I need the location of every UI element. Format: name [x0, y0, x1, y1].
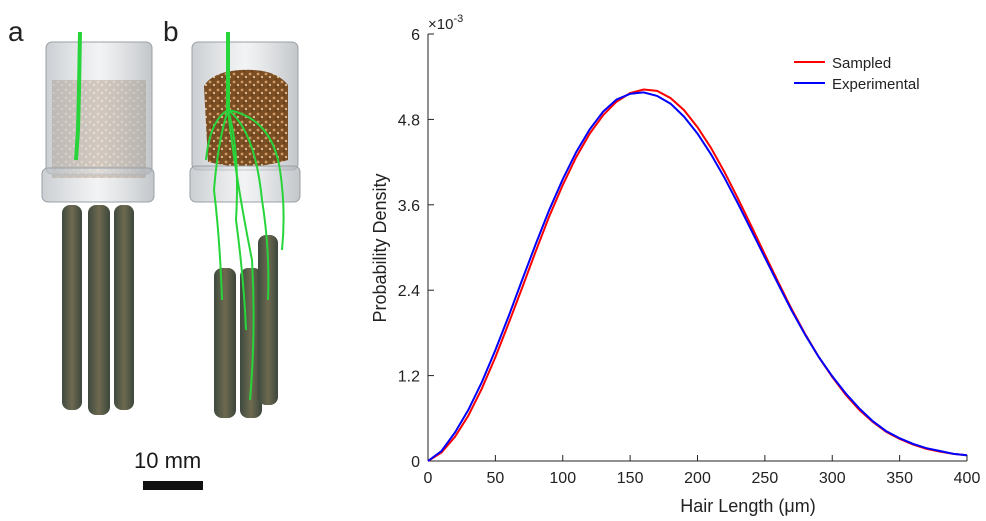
- legend-label-sampled: Sampled: [832, 55, 891, 72]
- chart-legend: Sampled Experimental: [794, 55, 920, 93]
- tube-b3: [258, 235, 278, 405]
- x-tick-label: 50: [486, 470, 504, 487]
- scale-bar-label: 10 mm: [134, 448, 202, 473]
- y-exponent-base: ×10: [428, 16, 453, 33]
- x-tick-label: 400: [954, 470, 981, 487]
- root-system-b: [205, 32, 285, 401]
- specimen-a: [41, 31, 155, 415]
- x-tick-label: 250: [752, 470, 779, 487]
- y-tick-label: 3.6: [398, 198, 420, 215]
- y-axis-label: Probability Density: [370, 173, 390, 322]
- y-tick-label: 1.2: [398, 369, 420, 386]
- series-line-experimental: [427, 91, 968, 462]
- y-tick-label: 6: [411, 27, 420, 44]
- root-a: [74, 31, 82, 161]
- y-tick-label: 4.8: [398, 112, 420, 129]
- x-tick-label: 200: [684, 470, 711, 487]
- series-line-sampled: [427, 88, 968, 462]
- container-a: [45, 41, 153, 175]
- tube-b1: [214, 268, 236, 418]
- legend-label-experimental: Experimental: [832, 76, 920, 93]
- tube-a1: [62, 205, 82, 410]
- chart-axes: [427, 34, 967, 462]
- x-tick-label: 100: [549, 470, 576, 487]
- x-tick-label: 300: [819, 470, 846, 487]
- y-exponent-label: ×10-3: [428, 13, 463, 33]
- tube-a2: [88, 205, 110, 415]
- container-rim-a: [41, 167, 155, 203]
- x-axis-label: Hair Length (μm): [680, 496, 815, 516]
- container-rim-b: [189, 165, 301, 203]
- x-tick-label: 0: [424, 470, 433, 487]
- root-scan-illustrations: [41, 31, 301, 418]
- panel-label-a: a: [8, 16, 24, 47]
- scale-bar: [143, 481, 203, 490]
- y-exponent-power: -3: [453, 13, 463, 25]
- chart-lines: [427, 88, 968, 462]
- soil-b: [204, 69, 288, 167]
- y-tick-label: 2.4: [398, 283, 420, 300]
- panel-label-b: b: [163, 16, 179, 47]
- chart-ticks: 0 50 100 150 200 250 300 350 400 0 1.2 2.4 3.6 4.8 6: [398, 27, 981, 487]
- y-tick-label: 0: [411, 454, 420, 471]
- x-tick-label: 150: [617, 470, 644, 487]
- probability-density-chart: 0 50 100 150 200 250 300 350 400 0 1.2 2.4 3.6 4.8 6 H…: [370, 13, 981, 516]
- tube-a3: [114, 205, 134, 410]
- specimen-b: [189, 32, 301, 418]
- x-tick-label: 350: [886, 470, 913, 487]
